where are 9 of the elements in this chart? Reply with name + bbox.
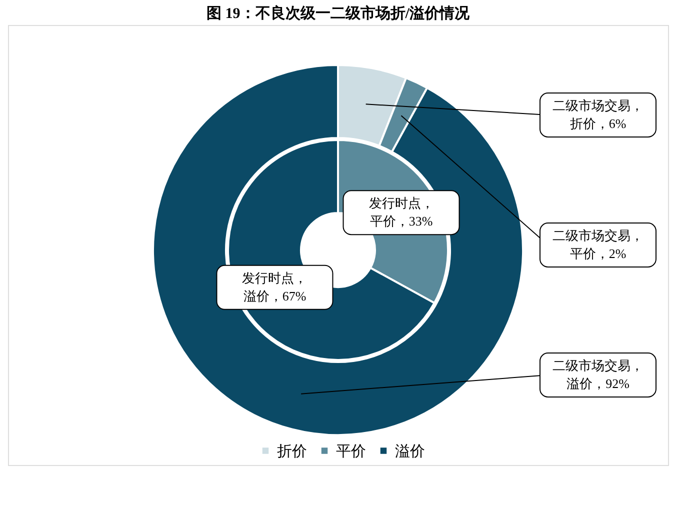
chart-title: 图 19：不良次级一二级市场折/溢价情况 — [206, 4, 470, 22]
legend-label: 平价 — [336, 442, 366, 460]
data-label: 二级市场交易，平价，2% — [552, 228, 644, 261]
legend-label: 折价 — [277, 442, 307, 460]
data-label: 发行时点，平价，33% — [368, 196, 434, 229]
data-label: 发行时点，溢价，67% — [242, 270, 308, 304]
data-label: 二级市场交易，溢价，92% — [552, 358, 644, 391]
data-label: 二级市场交易，折价，6% — [552, 98, 644, 131]
legend-label: 溢价 — [395, 442, 425, 460]
